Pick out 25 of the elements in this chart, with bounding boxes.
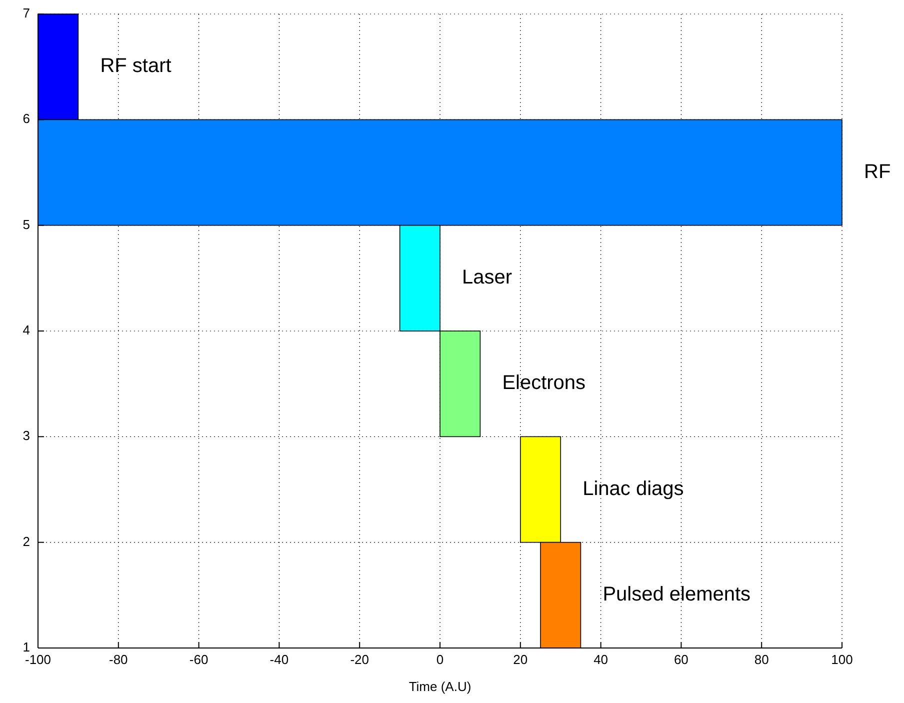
x-tick-label: -40 [270,652,289,667]
x-tick-label: -60 [189,652,208,667]
y-tick-label: 5 [22,216,30,232]
x-axis-title: Time (A.U) [408,679,472,694]
series-label: Electrons [502,372,586,394]
y-tick-label: 4 [22,322,30,338]
x-tick-label: -100 [24,652,52,667]
y-tick-label: 6 [22,111,30,126]
y-tick-label: 1 [22,639,30,654]
y-tick-label: 3 [22,428,30,444]
y-tick-label: 2 [22,534,30,549]
series-label: Pulsed elements [602,583,751,606]
x-tick-label: 60 [674,652,688,667]
series-label: Linac diags [582,478,684,500]
series-label: RF [864,160,891,183]
series-label: RF start [100,55,172,78]
series-label: Laser [462,266,512,288]
x-tick-label: 20 [513,652,528,667]
x-tick-label: 100 [831,652,853,667]
x-tick-label: -20 [350,652,369,667]
x-tick-label: -80 [109,652,128,667]
x-tick-label: 80 [754,652,769,667]
x-tick-label: 0 [436,652,444,667]
y-tick-label: 7 [22,5,30,20]
x-tick-label: 40 [594,652,608,667]
